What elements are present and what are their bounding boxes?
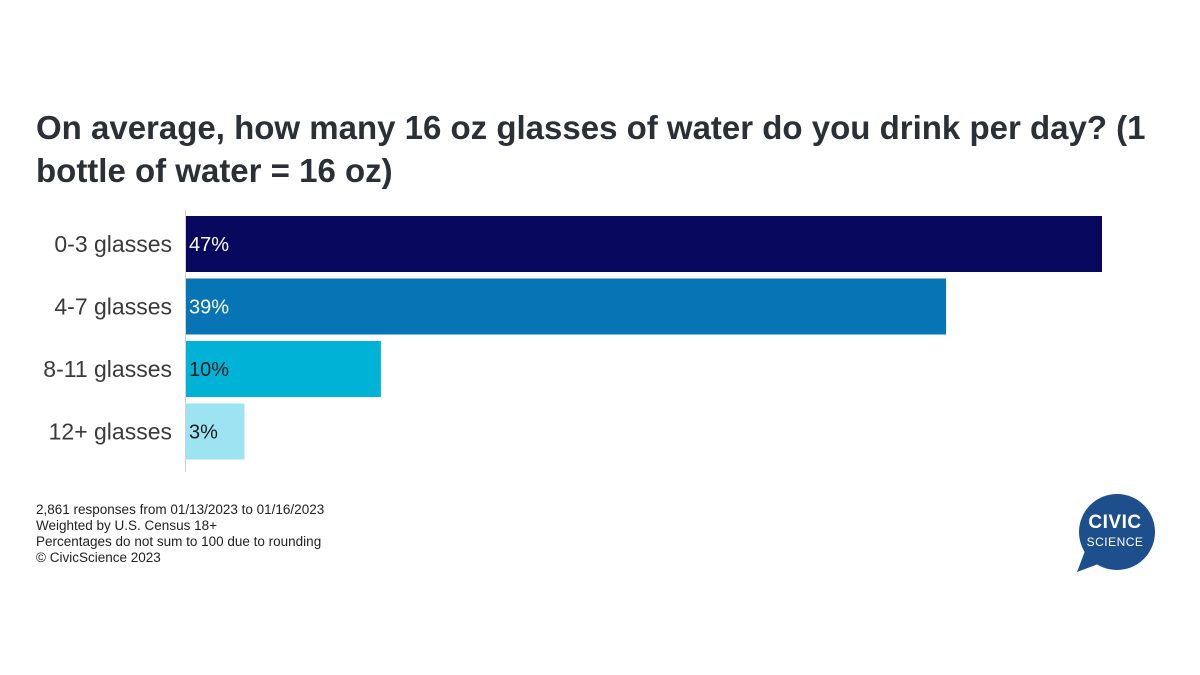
note-responses: 2,861 responses from 01/13/2023 to 01/16…	[36, 502, 325, 517]
logo-text-civic: CIVIC	[1088, 512, 1142, 533]
speech-bubble-icon	[1077, 494, 1155, 572]
value-label-3: 3%	[189, 422, 218, 444]
category-label-1: 4-7 glasses	[54, 294, 172, 320]
bar-0	[186, 216, 1102, 272]
chart-title: On average, how many 16 oz glasses of wa…	[36, 109, 1146, 189]
logo-text-science: SCIENCE	[1086, 535, 1144, 549]
bar-chart: 0-3 glasses 47% 4-7 glasses 39% 8-11 glasses…	[43, 210, 1102, 472]
note-rounding: Percentages do not sum to 100 due to rou…	[36, 534, 322, 549]
value-label-0: 47%	[189, 234, 229, 256]
chart-notes: 2,861 responses from 01/13/2023 to 01/16…	[36, 502, 324, 566]
value-label-1: 39%	[189, 297, 229, 319]
civicscience-logo: CIVIC SCIENCE	[1073, 493, 1163, 575]
note-copyright: © CivicScience 2023	[36, 550, 161, 565]
bar-2	[186, 341, 381, 397]
bar-1	[186, 278, 947, 335]
category-label-0: 0-3 glasses	[54, 231, 172, 257]
value-label-2: 10%	[189, 359, 229, 381]
category-label-2: 8-11 glasses	[43, 356, 172, 382]
bar-3	[186, 403, 245, 460]
category-label-3: 12+ glasses	[49, 419, 172, 445]
note-weighting: Weighted by U.S. Census 18+	[36, 518, 217, 533]
